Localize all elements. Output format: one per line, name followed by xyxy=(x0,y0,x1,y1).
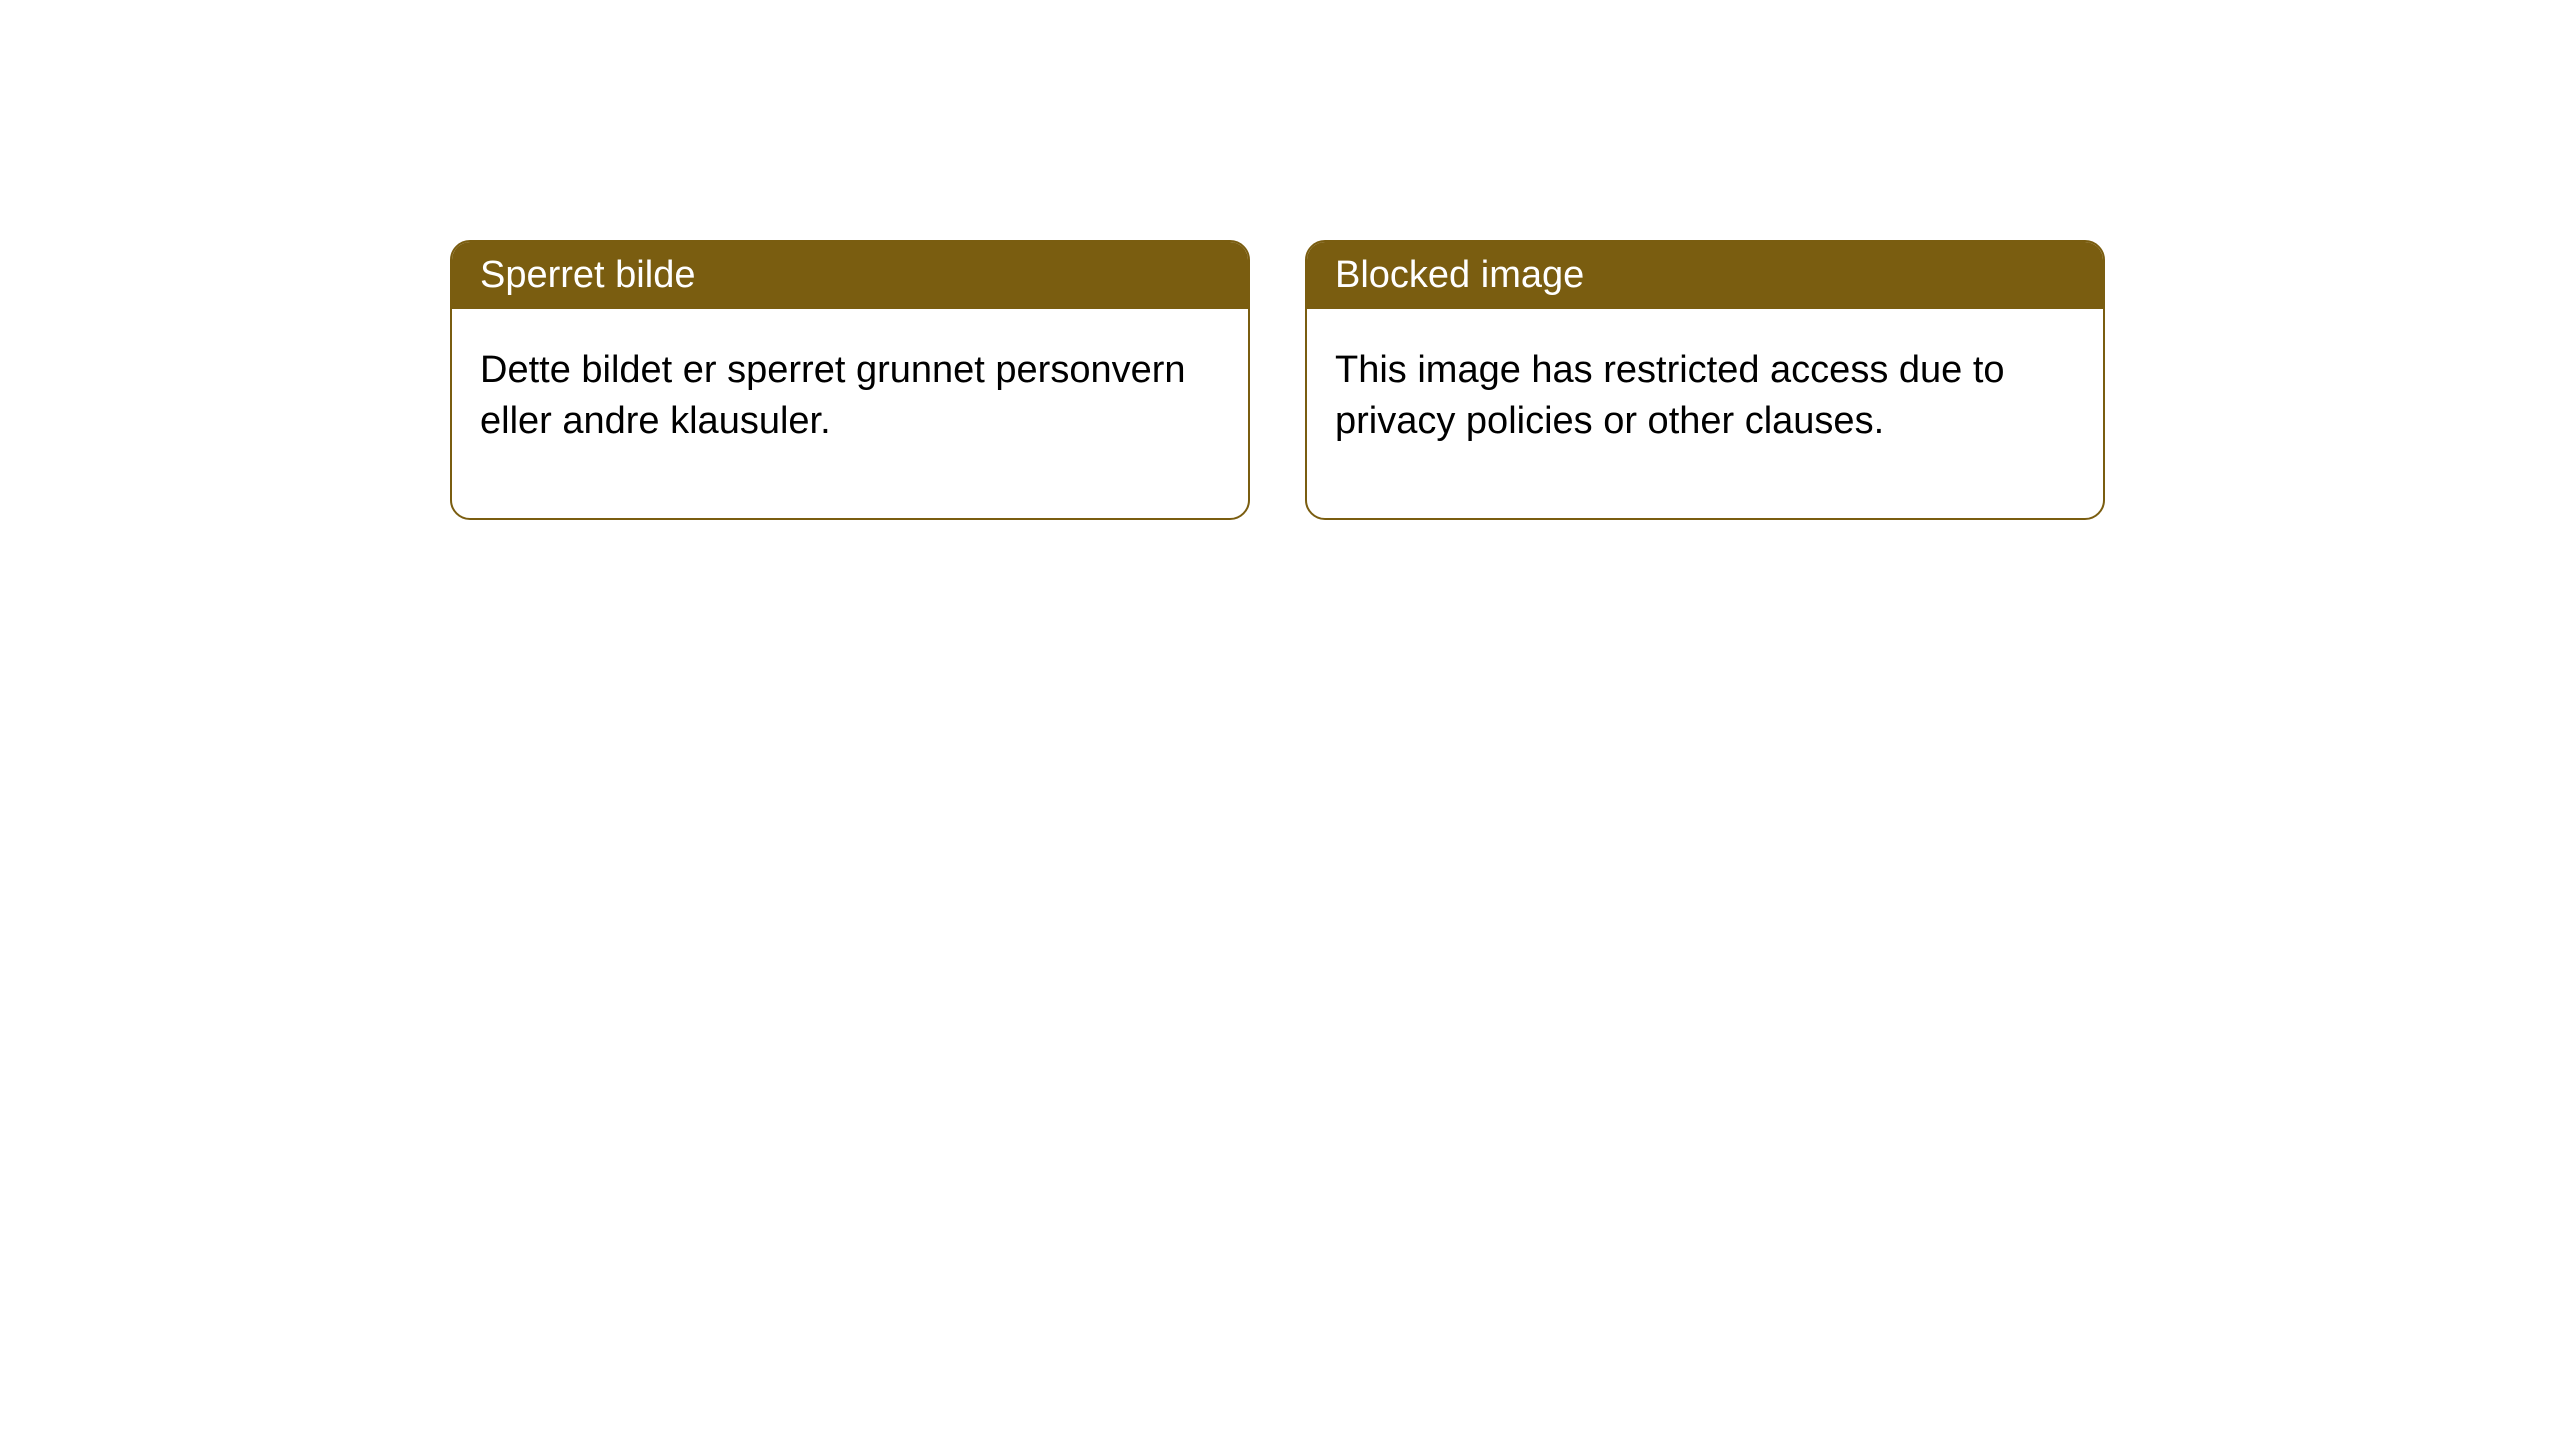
notice-card-norwegian: Sperret bilde Dette bildet er sperret gr… xyxy=(450,240,1250,520)
notice-title-english: Blocked image xyxy=(1307,242,2103,309)
notice-body-norwegian: Dette bildet er sperret grunnet personve… xyxy=(452,309,1248,518)
notice-title-norwegian: Sperret bilde xyxy=(452,242,1248,309)
notice-body-english: This image has restricted access due to … xyxy=(1307,309,2103,518)
notice-card-english: Blocked image This image has restricted … xyxy=(1305,240,2105,520)
notice-container: Sperret bilde Dette bildet er sperret gr… xyxy=(450,240,2110,520)
